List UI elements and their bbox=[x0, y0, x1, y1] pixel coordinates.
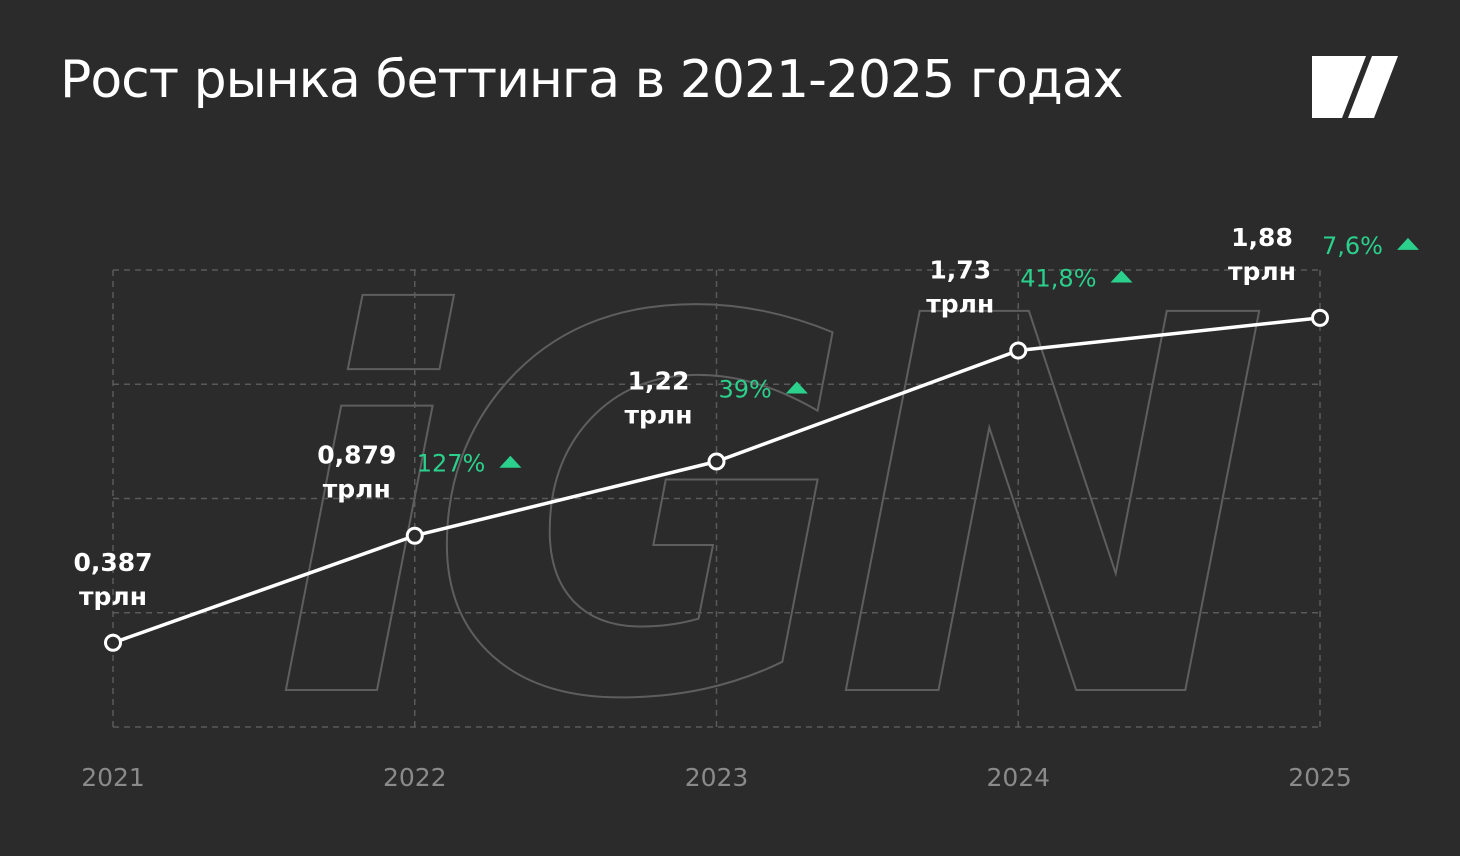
growth-percent-label: 39% bbox=[719, 376, 772, 404]
data-value-label: 0,387 bbox=[73, 548, 152, 577]
data-point bbox=[405, 526, 424, 545]
growth-percent-label: 41,8% bbox=[1020, 265, 1096, 293]
data-unit-label: трлн bbox=[1228, 257, 1296, 286]
triangle-up-icon bbox=[1110, 270, 1133, 283]
growth-percent-label: 7,6% bbox=[1322, 232, 1383, 260]
x-ticks-layer: 2021 2022 2023 2024 2025 bbox=[81, 763, 1352, 792]
x-tick-label: 2025 bbox=[1288, 763, 1352, 792]
watermark-text: iGN bbox=[270, 207, 1266, 813]
x-tick-label: 2021 bbox=[81, 763, 145, 792]
data-value-label: 1,22 bbox=[628, 367, 690, 396]
points-layer bbox=[104, 308, 1329, 652]
triangle-up-icon bbox=[499, 455, 522, 468]
grid-layer bbox=[112, 269, 1321, 728]
triangle-up-icon bbox=[785, 381, 808, 394]
data-unit-label: трлн bbox=[323, 475, 391, 504]
growth-percent-label: 127% bbox=[417, 450, 486, 478]
x-tick-label: 2024 bbox=[986, 763, 1050, 792]
data-unit-label: трлн bbox=[625, 401, 693, 430]
x-tick-label: 2022 bbox=[383, 763, 447, 792]
watermark-layer: iGN bbox=[269, 206, 1287, 814]
data-value-label: 0,879 bbox=[317, 441, 396, 470]
data-point bbox=[104, 633, 122, 652]
data-value-label: 1,88 bbox=[1231, 223, 1293, 252]
data-unit-label: трлн bbox=[926, 290, 994, 319]
chart-title: Рост рынка беттинга в 2021-2025 годах bbox=[60, 50, 1123, 110]
x-tick-label: 2023 bbox=[685, 763, 749, 792]
data-point bbox=[707, 452, 726, 471]
data-point bbox=[1311, 308, 1329, 327]
data-point bbox=[1009, 341, 1028, 360]
data-unit-label: трлн bbox=[79, 582, 147, 611]
labels-layer: 0,387 трлн 0,879 трлн 127% 1,22 трлн 39% 1,73 трл… bbox=[73, 223, 1419, 611]
data-value-label: 1,73 bbox=[929, 256, 991, 285]
triangle-up-icon bbox=[1396, 237, 1419, 250]
brand-logo-icon bbox=[1312, 56, 1398, 118]
